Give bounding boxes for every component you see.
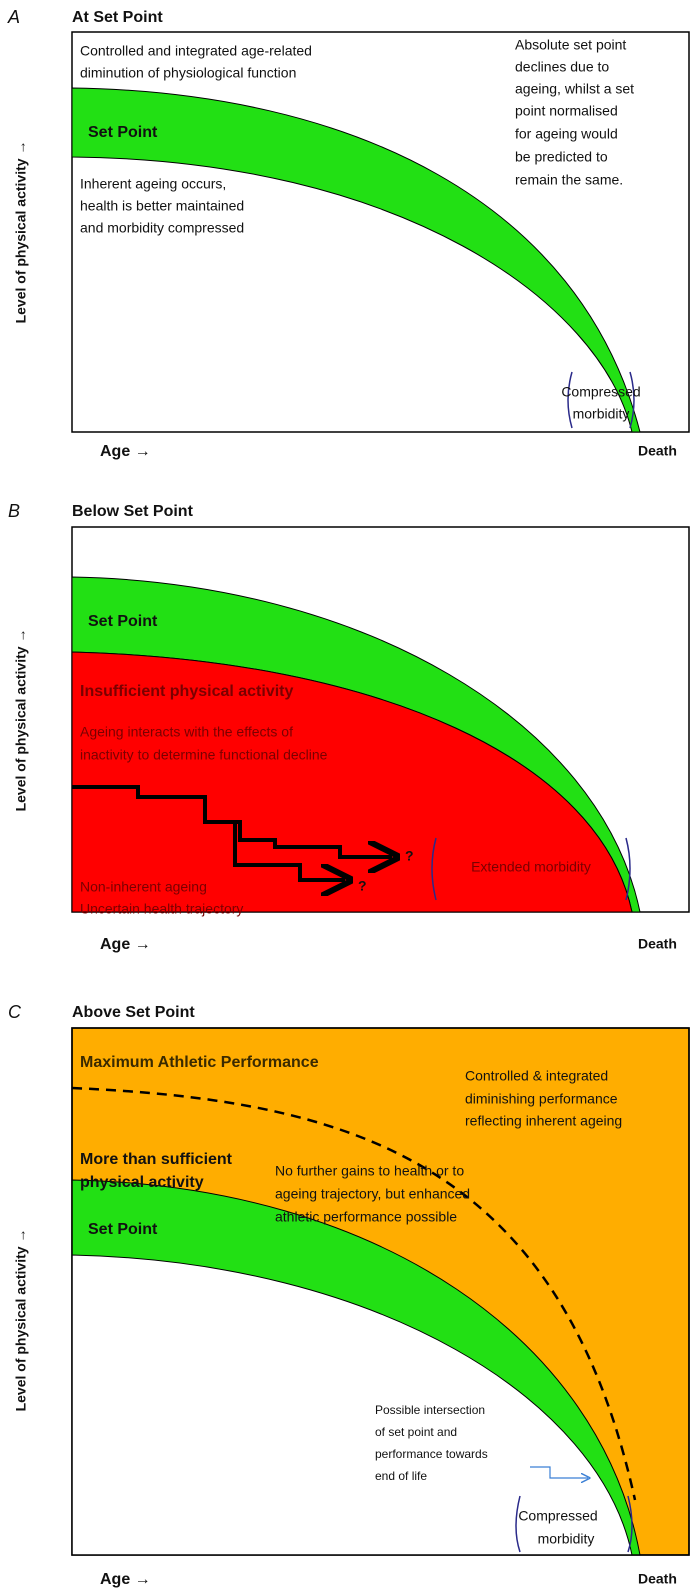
panel-title: Below Set Point <box>72 503 194 520</box>
note: Possible intersection <box>375 1403 485 1417</box>
band-label: Set Point <box>88 613 158 630</box>
note: Controlled and integrated age-related <box>80 43 312 59</box>
panel-title: At Set Point <box>72 9 163 26</box>
set-point-band <box>71 87 641 433</box>
note: Non-inherent ageing <box>80 879 207 895</box>
note: performance towards <box>375 1447 488 1461</box>
panel-c: C Above Set Point Level of physical acti… <box>8 1002 690 1588</box>
bracket <box>515 1495 633 1553</box>
panel-letter: B <box>8 501 20 521</box>
note: ageing, whilst a set <box>515 81 634 97</box>
morbidity-label: morbidity <box>538 1531 595 1547</box>
panel-frame <box>71 1027 690 1556</box>
more-label: More than sufficient <box>80 1151 233 1168</box>
note: remain the same. <box>515 172 623 188</box>
panel-title: Above Set Point <box>72 1004 195 1021</box>
y-label: Level of physical activity → <box>13 141 29 324</box>
morbidity-label: morbidity <box>573 406 630 422</box>
note: Inherent ageing occurs, <box>80 176 226 192</box>
y-label: Level of physical activity → <box>13 629 29 812</box>
bracket <box>567 371 635 429</box>
note: Uncertain health trajectory <box>80 901 243 917</box>
x-label: Age → <box>100 936 151 953</box>
trajectory <box>72 785 392 857</box>
note: diminishing performance <box>465 1091 618 1107</box>
band-label: Set Point <box>88 124 158 141</box>
y-label: Level of physical activity → <box>13 1229 29 1412</box>
note: No further gains to health or to <box>275 1163 464 1179</box>
panel-letter: A <box>7 7 20 27</box>
note: inactivity to determine functional decli… <box>80 747 328 763</box>
note: declines due to <box>515 59 609 75</box>
max-label: Maximum Athletic Performance <box>80 1054 319 1071</box>
end-label: Death <box>638 936 677 952</box>
insufficient-area <box>71 651 633 913</box>
note: Controlled & integrated <box>465 1068 608 1084</box>
red-label: Insufficient physical activity <box>80 683 294 700</box>
note: for ageing would <box>515 126 618 142</box>
bracket <box>431 837 631 901</box>
pointer <box>530 1466 588 1478</box>
morbidity-label: Compressed <box>518 1508 597 1524</box>
question: ? <box>405 848 414 864</box>
note: of set point and <box>375 1425 457 1439</box>
x-label: Age → <box>100 443 151 460</box>
end-label: Death <box>638 1571 677 1587</box>
note: diminution of physiological function <box>80 65 296 81</box>
note: athletic performance possible <box>275 1209 457 1225</box>
morbidity-label: Extended morbidity <box>471 859 591 875</box>
note: Ageing interacts with the effects of <box>80 724 293 740</box>
question: ? <box>358 878 367 894</box>
note: end of life <box>375 1469 427 1483</box>
note: and morbidity compressed <box>80 220 244 236</box>
x-label: Age → <box>100 1571 151 1588</box>
panel-letter: C <box>8 1002 22 1022</box>
max-performance <box>71 1086 637 1501</box>
band-label: Set Point <box>88 1221 158 1238</box>
note: be predicted to <box>515 149 608 165</box>
note: ageing trajectory, but enhanced <box>275 1186 470 1202</box>
morbidity-label: Compressed <box>561 384 640 400</box>
more-label: physical activity <box>80 1174 204 1191</box>
end-label: Death <box>638 443 677 459</box>
note: point normalised <box>515 103 618 119</box>
note: Absolute set point <box>515 37 626 53</box>
panel-a: A At Set Point Level of physical activit… <box>7 7 690 460</box>
trajectory <box>205 820 345 880</box>
note: health is better maintained <box>80 198 244 214</box>
note: reflecting inherent ageing <box>465 1113 622 1129</box>
panel-b: B Below Set Point Level of physical acti… <box>8 501 690 953</box>
below-area <box>71 1254 633 1556</box>
